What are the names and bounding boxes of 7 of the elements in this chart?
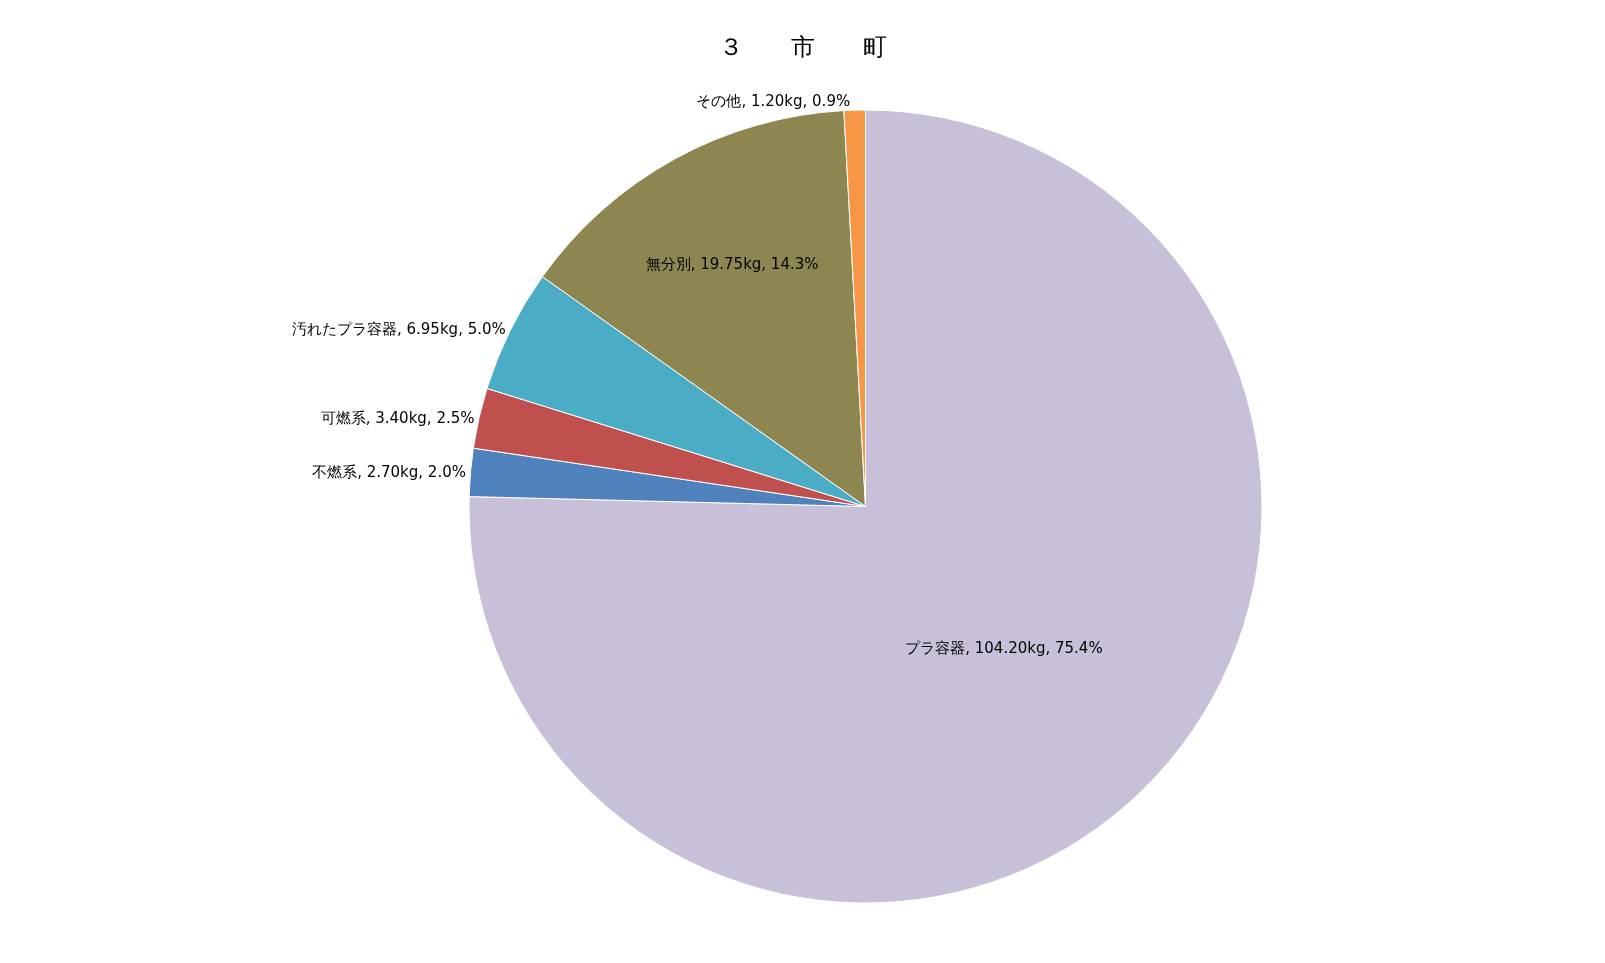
slice-label: プラ容器, 104.20kg, 75.4% — [905, 639, 1103, 658]
slice-label: 無分別, 19.75kg, 14.3% — [645, 255, 819, 274]
slice-label: その他, 1.20kg, 0.9% — [696, 92, 851, 111]
slice-label: 可燃系, 3.40kg, 2.5% — [320, 408, 475, 427]
slice-label: 汚れたプラ容器, 6.95kg, 5.0% — [291, 319, 506, 338]
slice-label: 不燃系, 2.70kg, 2.0% — [312, 463, 466, 482]
chart-title: ３ 市 町 — [718, 33, 887, 62]
